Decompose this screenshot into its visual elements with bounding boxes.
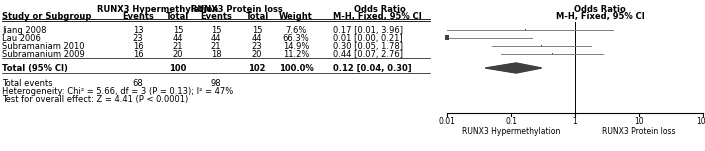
Text: 0.12 [0.04, 0.30]: 0.12 [0.04, 0.30] bbox=[333, 64, 412, 73]
Text: 21: 21 bbox=[211, 42, 221, 51]
Text: Odds Ratio: Odds Ratio bbox=[574, 5, 626, 14]
Text: 18: 18 bbox=[211, 50, 221, 59]
Text: 0.17 [0.01, 3.96]: 0.17 [0.01, 3.96] bbox=[333, 26, 403, 35]
Text: 102: 102 bbox=[248, 64, 266, 73]
Text: 20: 20 bbox=[252, 50, 262, 59]
Text: 16: 16 bbox=[133, 42, 143, 51]
Text: Total events: Total events bbox=[2, 79, 53, 88]
Text: RUNX3 Hypermethylation: RUNX3 Hypermethylation bbox=[97, 5, 219, 14]
Text: 7.6%: 7.6% bbox=[286, 26, 307, 35]
Polygon shape bbox=[486, 63, 541, 73]
Text: RUNX3 Protein loss: RUNX3 Protein loss bbox=[191, 5, 283, 14]
Bar bbox=[541, 45, 542, 46]
Text: 44: 44 bbox=[173, 34, 183, 43]
Text: 13: 13 bbox=[133, 26, 143, 35]
Text: 100.0%: 100.0% bbox=[278, 64, 314, 73]
Text: Test for overall effect: Z = 4.41 (P < 0.0001): Test for overall effect: Z = 4.41 (P < 0… bbox=[2, 95, 188, 104]
Text: 20: 20 bbox=[173, 50, 183, 59]
Text: 0.01: 0.01 bbox=[439, 117, 455, 126]
Text: 16: 16 bbox=[133, 50, 143, 59]
Text: Total: Total bbox=[245, 12, 269, 21]
Text: M-H, Fixed, 95% CI: M-H, Fixed, 95% CI bbox=[333, 12, 422, 21]
Text: 66.3%: 66.3% bbox=[283, 34, 309, 43]
Text: 44: 44 bbox=[211, 34, 221, 43]
Text: 15: 15 bbox=[252, 26, 262, 35]
Text: Total (95% CI): Total (95% CI) bbox=[2, 64, 68, 73]
Text: 68: 68 bbox=[133, 79, 143, 88]
Text: RUNX3 Hypermethylation: RUNX3 Hypermethylation bbox=[462, 127, 560, 136]
Text: 10: 10 bbox=[634, 117, 644, 126]
Text: RUNX3 Protein loss: RUNX3 Protein loss bbox=[602, 127, 676, 136]
Text: 0.01 [0.00, 0.21]: 0.01 [0.00, 0.21] bbox=[333, 34, 403, 43]
Text: 15: 15 bbox=[173, 26, 183, 35]
Text: 15: 15 bbox=[211, 26, 221, 35]
Text: 98: 98 bbox=[211, 79, 221, 88]
Text: Lau 2006: Lau 2006 bbox=[2, 34, 41, 43]
Text: 44: 44 bbox=[252, 34, 262, 43]
Text: Subramanium 2009: Subramanium 2009 bbox=[2, 50, 85, 59]
Text: Total: Total bbox=[166, 12, 190, 21]
Text: Heterogeneity: Chi² = 5.66, df = 3 (P = 0.13); I² = 47%: Heterogeneity: Chi² = 5.66, df = 3 (P = … bbox=[2, 87, 233, 96]
Text: 100: 100 bbox=[696, 117, 705, 126]
Text: Jiang 2008: Jiang 2008 bbox=[2, 26, 47, 35]
Text: Odds Ratio: Odds Ratio bbox=[354, 5, 406, 14]
Text: 11.2%: 11.2% bbox=[283, 50, 309, 59]
Text: Subramaniam 2010: Subramaniam 2010 bbox=[2, 42, 85, 51]
Text: Events: Events bbox=[200, 12, 232, 21]
Text: Weight: Weight bbox=[279, 12, 313, 21]
Text: 0.44 [0.07, 2.76]: 0.44 [0.07, 2.76] bbox=[333, 50, 403, 59]
Text: 1: 1 bbox=[572, 117, 577, 126]
Text: 14.9%: 14.9% bbox=[283, 42, 309, 51]
Text: 21: 21 bbox=[173, 42, 183, 51]
Text: Events: Events bbox=[122, 12, 154, 21]
Text: 0.30 [0.05, 1.78]: 0.30 [0.05, 1.78] bbox=[333, 42, 403, 51]
Text: M-H, Fixed, 95% CI: M-H, Fixed, 95% CI bbox=[556, 12, 644, 21]
Text: 0.1: 0.1 bbox=[505, 117, 517, 126]
Text: 23: 23 bbox=[252, 42, 262, 51]
Text: 100: 100 bbox=[169, 64, 187, 73]
Text: 23: 23 bbox=[133, 34, 143, 43]
Bar bbox=[445, 35, 449, 40]
Bar bbox=[552, 53, 553, 54]
Text: Study or Subgroup: Study or Subgroup bbox=[2, 12, 92, 21]
